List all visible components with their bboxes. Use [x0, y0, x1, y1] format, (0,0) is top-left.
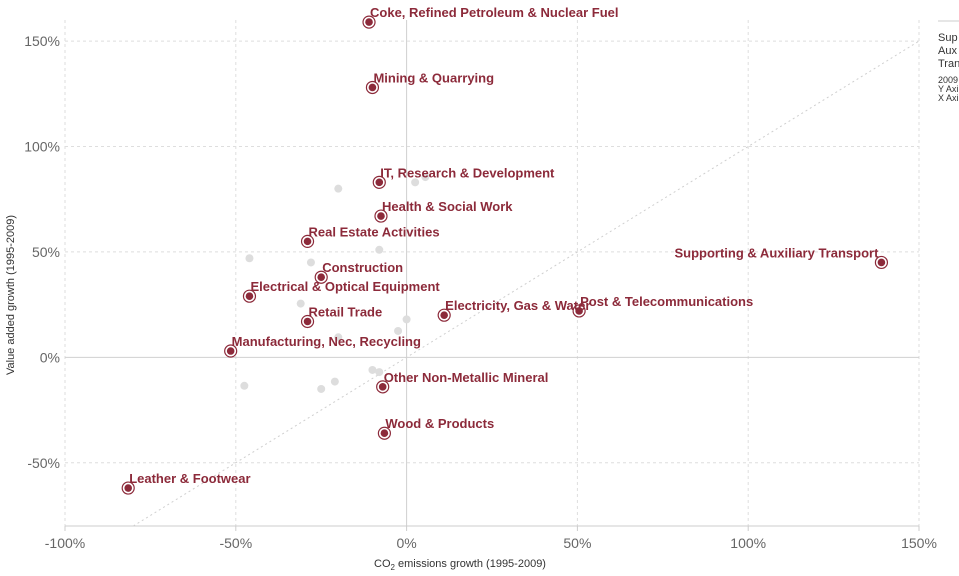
x-tick-label: -50% — [219, 535, 252, 551]
background-point — [368, 365, 377, 374]
y-tick-label: 50% — [32, 244, 60, 260]
legend-line-3: Tran — [938, 58, 959, 70]
highlight-point[interactable] — [375, 178, 384, 187]
background-point — [245, 254, 254, 263]
background-point — [296, 299, 305, 308]
point-label: Electricity, Gas & Water — [445, 298, 590, 313]
point-label: Electrical & Optical Equipment — [250, 279, 440, 294]
background-points — [240, 173, 430, 393]
highlight-point[interactable] — [245, 292, 254, 300]
x-tick-label: 0% — [396, 535, 416, 551]
background-point — [334, 184, 343, 193]
legend-line-1: Sup — [938, 32, 958, 44]
point-label: Construction — [322, 260, 403, 275]
background-point — [240, 381, 249, 390]
highlight-point[interactable] — [368, 83, 377, 92]
point-label: Manufacturing, Nec, Recycling — [232, 334, 421, 349]
y-tick-label: -50% — [27, 455, 60, 471]
background-point — [334, 333, 343, 342]
x-tick-label: 100% — [730, 535, 766, 551]
highlight-point[interactable] — [226, 347, 235, 355]
point-label: Leather & Footwear — [129, 471, 250, 486]
highlight-point[interactable] — [440, 311, 448, 319]
background-point — [394, 326, 403, 335]
point-label: Post & Telecommunications — [580, 294, 753, 309]
background-point — [330, 377, 339, 386]
y-tick-label: 100% — [24, 139, 60, 155]
highlight-point[interactable] — [124, 484, 132, 492]
background-point — [421, 173, 430, 182]
point-label: Coke, Refined Petroleum & Nuclear Fuel — [370, 5, 619, 20]
highlight-point[interactable] — [365, 18, 373, 26]
highlight-point[interactable] — [575, 307, 583, 315]
legend: Sup Aux Tran 2009 Y Axi X Axi — [938, 20, 959, 103]
highlight-point[interactable] — [303, 317, 312, 326]
background-point — [411, 178, 420, 187]
y-tick-label: 0% — [40, 349, 60, 365]
x-tick-label: 50% — [563, 535, 591, 551]
point-label: Wood & Products — [385, 416, 494, 431]
highlight-point[interactable] — [378, 383, 387, 391]
axes: -100% -50% 0% 50% 100% 150% -50% 0% 50% 100% 150% — [24, 33, 937, 551]
highlight-point[interactable] — [877, 258, 886, 267]
y-tick-label: 150% — [24, 33, 60, 49]
point-label: Supporting & Auxiliary Transport — [674, 245, 879, 260]
point-label: Real Estate Activities — [309, 224, 440, 239]
highlight-point[interactable] — [303, 237, 312, 246]
x-tick-label: -100% — [45, 535, 85, 551]
background-point — [402, 315, 411, 324]
background-point — [375, 368, 384, 377]
x-tick-label: 150% — [901, 535, 937, 551]
background-point — [306, 258, 315, 267]
point-labels: Coke, Refined Petroleum & Nuclear Fuel Mi… — [129, 5, 879, 486]
point-label: Retail Trade — [309, 304, 383, 319]
highlight-point[interactable] — [317, 273, 326, 282]
grid-lines — [64, 20, 920, 526]
point-label: Health & Social Work — [382, 199, 513, 214]
x-axis-title: CO2 emissions growth (1995-2009) — [374, 558, 546, 572]
background-point — [317, 384, 326, 393]
highlight-point[interactable] — [377, 212, 385, 220]
y-axis-title: Value added growth (1995-2009) — [5, 215, 17, 375]
legend-small-2: Y Axi — [938, 84, 958, 94]
legend-small-1: 2009 — [938, 75, 958, 85]
highlighted-points[interactable] — [121, 15, 889, 495]
point-label: IT, Research & Development — [380, 165, 555, 180]
equal-growth-line — [133, 40, 920, 527]
point-label: Mining & Quarrying — [373, 70, 494, 85]
background-point — [375, 245, 384, 254]
reference-diagonal — [133, 40, 920, 527]
highlight-point[interactable] — [380, 429, 389, 438]
point-label: Other Non-Metallic Mineral — [384, 370, 549, 385]
legend-small-3: X Axi — [938, 93, 959, 103]
legend-line-2: Aux — [938, 45, 957, 57]
